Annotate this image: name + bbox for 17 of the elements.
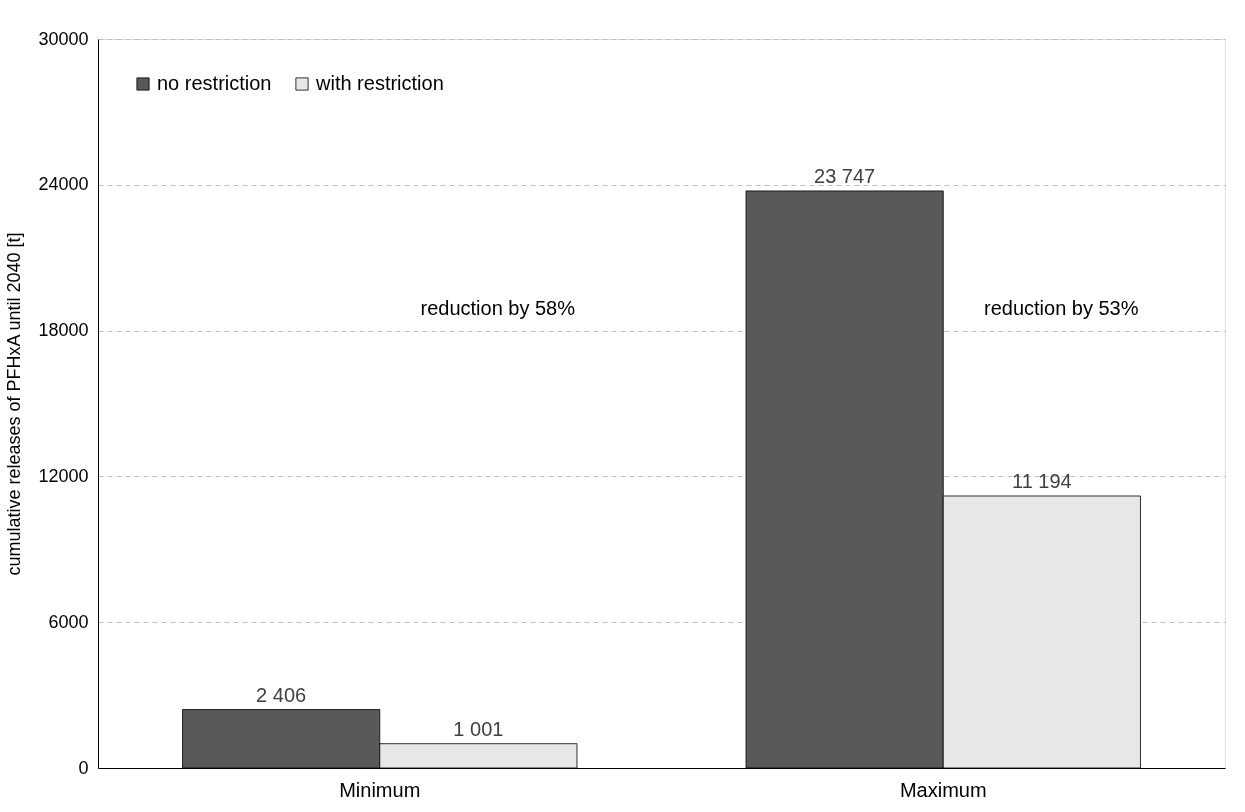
y-tick-label: 30000	[38, 28, 89, 49]
y-tick-label: 18000	[38, 320, 89, 341]
legend-label: with restriction	[315, 72, 444, 94]
x-tick-label: Minimum	[339, 778, 421, 801]
y-tick-label: 6000	[48, 611, 89, 632]
y-tick-label: 0	[78, 757, 89, 778]
annotation: reduction by 53%	[983, 297, 1139, 319]
data-label: 23 747	[814, 164, 876, 187]
x-tick-label: Maximum	[899, 778, 987, 801]
data-label: 2 406	[256, 683, 307, 706]
data-label: 1 001	[453, 717, 504, 740]
y-tick-label: 12000	[38, 465, 89, 486]
y-tick-label: 24000	[38, 174, 89, 195]
y-axis-title: cumulative releases of PFHxA until 2040 [t]	[4, 232, 25, 576]
data-label: 11 194	[1012, 469, 1072, 492]
legend-label: no restriction	[157, 72, 272, 94]
annotation: reduction by 58%	[420, 297, 576, 319]
